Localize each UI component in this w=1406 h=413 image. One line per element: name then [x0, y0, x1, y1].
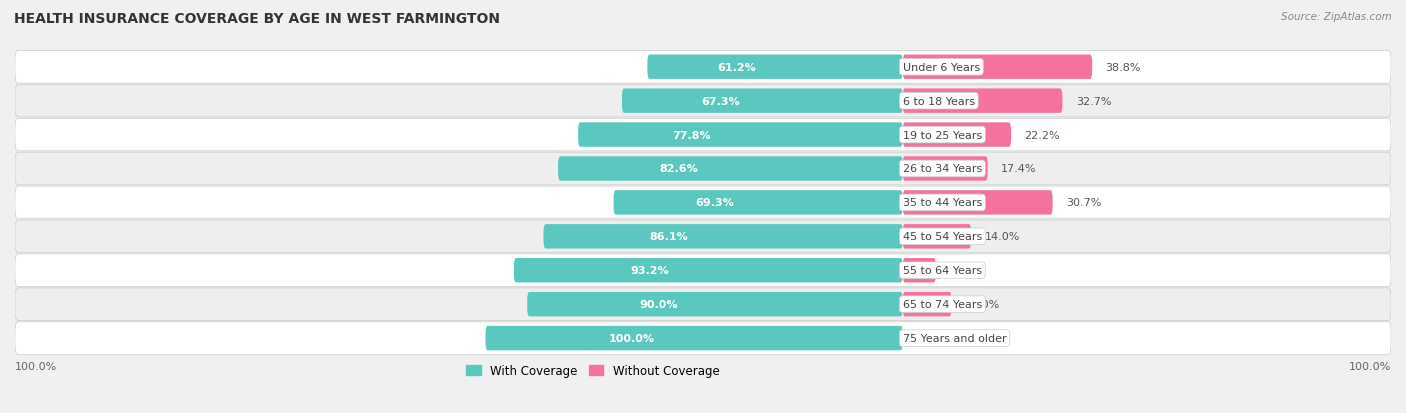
Text: 19 to 25 Years: 19 to 25 Years	[903, 130, 981, 140]
FancyBboxPatch shape	[15, 187, 1391, 219]
FancyBboxPatch shape	[903, 292, 952, 317]
Text: 82.6%: 82.6%	[659, 164, 699, 174]
Text: 35 to 44 Years: 35 to 44 Years	[903, 198, 981, 208]
Text: 22.2%: 22.2%	[1025, 130, 1060, 140]
Text: 26 to 34 Years: 26 to 34 Years	[903, 164, 981, 174]
Text: 67.3%: 67.3%	[702, 96, 740, 107]
FancyBboxPatch shape	[544, 225, 903, 249]
Text: Under 6 Years: Under 6 Years	[903, 63, 980, 73]
Text: 69.3%: 69.3%	[696, 198, 734, 208]
Text: 0.0%: 0.0%	[917, 333, 945, 343]
FancyBboxPatch shape	[527, 292, 903, 317]
Text: 100.0%: 100.0%	[15, 361, 58, 371]
Legend: With Coverage, Without Coverage: With Coverage, Without Coverage	[461, 359, 724, 382]
FancyBboxPatch shape	[613, 191, 903, 215]
FancyBboxPatch shape	[15, 153, 1391, 185]
FancyBboxPatch shape	[647, 55, 903, 80]
FancyBboxPatch shape	[15, 221, 1391, 253]
FancyBboxPatch shape	[513, 259, 903, 283]
FancyBboxPatch shape	[15, 288, 1391, 320]
Text: 38.8%: 38.8%	[1105, 63, 1142, 73]
Text: 75 Years and older: 75 Years and older	[903, 333, 1007, 343]
FancyBboxPatch shape	[15, 85, 1391, 118]
Text: 45 to 54 Years: 45 to 54 Years	[903, 232, 981, 242]
Text: 55 to 64 Years: 55 to 64 Years	[903, 266, 981, 275]
FancyBboxPatch shape	[903, 225, 972, 249]
Text: 100.0%: 100.0%	[609, 333, 655, 343]
FancyBboxPatch shape	[903, 259, 936, 283]
FancyBboxPatch shape	[903, 89, 1063, 114]
Text: 90.0%: 90.0%	[640, 299, 678, 309]
Text: 61.2%: 61.2%	[717, 63, 756, 73]
FancyBboxPatch shape	[578, 123, 903, 147]
Text: 6.8%: 6.8%	[949, 266, 977, 275]
Text: Source: ZipAtlas.com: Source: ZipAtlas.com	[1281, 12, 1392, 22]
FancyBboxPatch shape	[903, 123, 1011, 147]
FancyBboxPatch shape	[15, 119, 1391, 152]
FancyBboxPatch shape	[621, 89, 903, 114]
FancyBboxPatch shape	[558, 157, 903, 181]
FancyBboxPatch shape	[485, 326, 903, 351]
Text: 32.7%: 32.7%	[1076, 96, 1111, 107]
FancyBboxPatch shape	[15, 51, 1391, 84]
FancyBboxPatch shape	[903, 191, 1053, 215]
Text: 17.4%: 17.4%	[1001, 164, 1036, 174]
Text: 100.0%: 100.0%	[1348, 361, 1391, 371]
Text: 14.0%: 14.0%	[984, 232, 1019, 242]
FancyBboxPatch shape	[903, 157, 987, 181]
FancyBboxPatch shape	[903, 55, 1092, 80]
Text: 77.8%: 77.8%	[672, 130, 711, 140]
Text: 30.7%: 30.7%	[1066, 198, 1101, 208]
Text: 10.0%: 10.0%	[965, 299, 1000, 309]
Text: 65 to 74 Years: 65 to 74 Years	[903, 299, 981, 309]
FancyBboxPatch shape	[15, 254, 1391, 287]
Text: 86.1%: 86.1%	[650, 232, 689, 242]
Text: 93.2%: 93.2%	[631, 266, 669, 275]
FancyBboxPatch shape	[15, 322, 1391, 354]
Text: 6 to 18 Years: 6 to 18 Years	[903, 96, 974, 107]
Text: HEALTH INSURANCE COVERAGE BY AGE IN WEST FARMINGTON: HEALTH INSURANCE COVERAGE BY AGE IN WEST…	[14, 12, 501, 26]
